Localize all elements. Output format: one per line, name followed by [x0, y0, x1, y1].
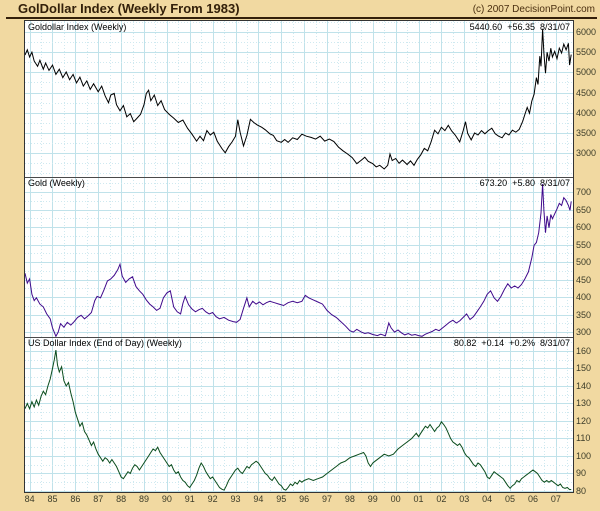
panel-quote-goldollar: 5440.60 +56.35 8/31/07	[469, 22, 570, 32]
x-tick-label: 01	[413, 494, 424, 504]
y-tick-label: 550	[576, 239, 592, 250]
y-tick-label: 650	[576, 204, 592, 215]
y-tick-label: 3500	[576, 128, 597, 138]
y-tick-label: 120	[576, 415, 592, 426]
y-tick-label: 140	[576, 380, 592, 391]
y-tick-label: 90	[576, 468, 587, 479]
chart-plot	[25, 177, 573, 337]
x-tick-label: 96	[299, 494, 310, 504]
x-tick-label: 87	[93, 494, 104, 504]
x-tick-label: 88	[116, 494, 127, 504]
y-tick-label: 160	[576, 345, 592, 356]
price-line	[25, 28, 572, 170]
panel-separator	[25, 337, 573, 338]
x-tick-label: 02	[436, 494, 447, 504]
panel-quote-gold: 673.20 +5.80 8/31/07	[479, 178, 570, 188]
y-tick-label: 80	[576, 485, 587, 496]
copyright-label: (c) 2007 DecisionPoint.com	[472, 4, 595, 15]
x-axis-labels: 84 85 86 87 88 89 90 91 92 93 94 95 96 97 98 99 00 01 02 03…	[25, 494, 573, 506]
header: GolDollar Index (Weekly From 1983) (c) 2…	[6, 0, 597, 19]
panel-quote-usd: 80.82 +0.14 +0.2% 8/31/07	[453, 338, 570, 348]
x-tick-label: 93	[230, 494, 241, 504]
x-tick-label: 92	[207, 494, 218, 504]
y-tick-label: 5500	[576, 47, 597, 58]
y-tick-label: 350	[576, 309, 592, 320]
x-tick-label: 91	[184, 494, 195, 504]
y-tick-label: 700	[576, 187, 592, 198]
chart-plot	[25, 337, 573, 492]
price-line	[25, 183, 572, 337]
y-tick-label: 110	[576, 433, 591, 444]
x-tick-label: 89	[138, 494, 149, 504]
panel-gold: Gold (Weekly) 673.20 +5.80 8/31/07	[25, 177, 573, 337]
y-tick-label: 6000	[576, 26, 597, 37]
price-line	[25, 350, 572, 491]
y-tick-label: 5000	[576, 67, 597, 78]
x-tick-label: 07	[550, 494, 561, 504]
x-tick-label: 98	[344, 494, 355, 504]
y-tick-label: 500	[576, 257, 592, 268]
y-tick-label: 600	[576, 222, 592, 233]
x-tick-label: 00	[390, 494, 401, 504]
y-tick-label: 130	[576, 398, 592, 409]
x-tick-label: 06	[527, 494, 538, 504]
y-axis-labels: 6000 5500 5000 4500 4000 3500 3000 700 650 600 550…	[576, 21, 600, 496]
x-tick-label: 04	[482, 494, 493, 504]
page-title: GolDollar Index (Weekly From 1983)	[18, 1, 240, 16]
x-tick-label: 94	[253, 494, 264, 504]
panel-separator	[25, 177, 573, 178]
y-tick-label: 4000	[576, 107, 597, 118]
panel-title-goldollar: Goldollar Index (Weekly)	[28, 22, 127, 32]
y-tick-label: 300	[576, 327, 592, 338]
x-tick-label: 90	[161, 494, 172, 504]
y-tick-label: 400	[576, 292, 592, 303]
panel-title-usd: US Dollar Index (End of Day) (Weekly)	[28, 338, 182, 348]
x-tick-label: 03	[459, 494, 470, 504]
y-tick-label: 150	[576, 363, 592, 374]
x-tick-label: 86	[70, 494, 81, 504]
x-tick-label: 95	[276, 494, 287, 504]
y-tick-label: 450	[576, 274, 592, 285]
y-tick-label: 4500	[576, 87, 597, 98]
panel-title-gold: Gold (Weekly)	[28, 178, 85, 188]
x-tick-label: 05	[505, 494, 516, 504]
chart-frame: Goldollar Index (Weekly) 5440.60 +56.35 …	[24, 20, 574, 493]
x-tick-label: 85	[47, 494, 58, 504]
panel-us-dollar-index: US Dollar Index (End of Day) (Weekly) 80…	[25, 337, 573, 492]
y-tick-label: 3000	[576, 148, 597, 159]
x-tick-label: 99	[367, 494, 378, 504]
y-tick-label: 100	[576, 450, 592, 461]
x-tick-label: 97	[322, 494, 333, 504]
chart-plot	[25, 21, 573, 177]
panel-goldollar-index: Goldollar Index (Weekly) 5440.60 +56.35 …	[25, 21, 573, 177]
x-tick-label: 84	[24, 494, 35, 504]
